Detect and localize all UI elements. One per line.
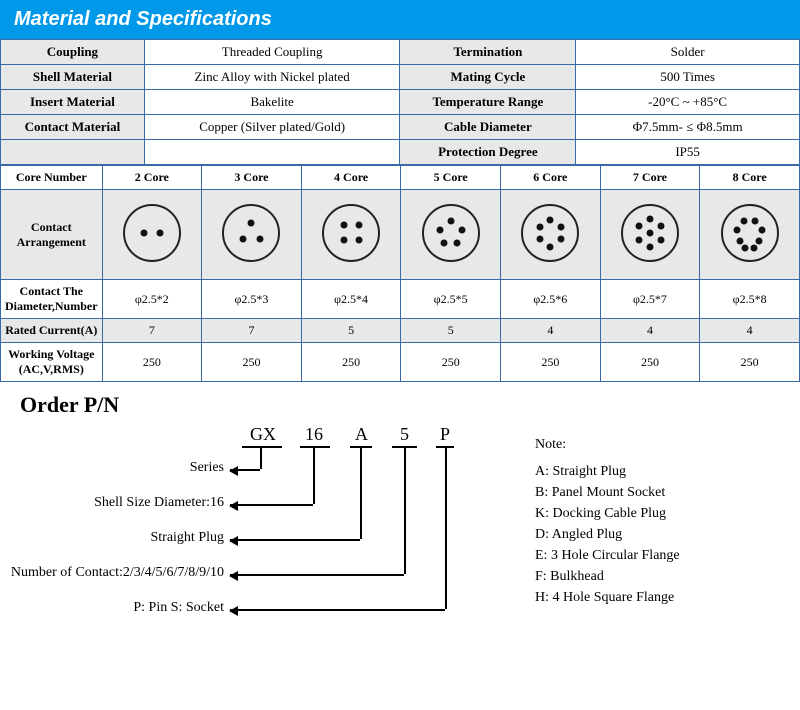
- spec-value: Copper (Silver plated/Gold): [144, 115, 400, 140]
- pn-label: Shell Size Diameter:16: [94, 495, 224, 511]
- note-title: Note:: [535, 434, 786, 455]
- connector-face-icon: [721, 204, 779, 262]
- pn-code-segment: A: [355, 424, 368, 445]
- spec-label: Contact Material: [1, 115, 145, 140]
- spec-value: Zinc Alloy with Nickel plated: [144, 65, 400, 90]
- core-cell: φ2.5*4: [301, 280, 401, 319]
- core-cell: 7: [102, 319, 202, 343]
- core-cell: 4: [700, 319, 800, 343]
- pn-label: P: Pin S: Socket: [133, 600, 224, 616]
- spec-label: Insert Material: [1, 90, 145, 115]
- order-title: Order P/N: [20, 392, 786, 418]
- core-cell: φ2.5*7: [600, 280, 700, 319]
- note-item: K: Docking Cable Plug: [535, 503, 786, 524]
- arrangement-cell: [202, 190, 302, 280]
- core-cell: 4: [600, 319, 700, 343]
- core-column-header: 5 Core: [401, 166, 501, 190]
- note-item: A: Straight Plug: [535, 461, 786, 482]
- connector-face-icon: [621, 204, 679, 262]
- note-item: E: 3 Hole Circular Flange: [535, 545, 786, 566]
- pn-code-segment: GX: [250, 424, 276, 445]
- core-cell: 5: [401, 319, 501, 343]
- spec-value: [144, 140, 400, 165]
- pn-label: Series: [190, 460, 224, 476]
- note-item: F: Bulkhead: [535, 566, 786, 587]
- arrangement-cell: [700, 190, 800, 280]
- spec-label: Temperature Range: [400, 90, 576, 115]
- spec-value: Threaded Coupling: [144, 40, 400, 65]
- core-column-header: 4 Core: [301, 166, 401, 190]
- core-cell: 250: [501, 343, 601, 382]
- connector-face-icon: [222, 204, 280, 262]
- connector-face-icon: [123, 204, 181, 262]
- core-cell: 250: [600, 343, 700, 382]
- arrangement-cell: [301, 190, 401, 280]
- core-cell: 250: [700, 343, 800, 382]
- spec-value: 500 Times: [576, 65, 800, 90]
- notes-column: Note: A: Straight PlugB: Panel Mount Soc…: [520, 424, 786, 608]
- pn-code-segment: P: [440, 424, 450, 445]
- section-header: Material and Specifications: [0, 0, 800, 39]
- arrangement-cell: [501, 190, 601, 280]
- core-column-header: 7 Core: [600, 166, 700, 190]
- spec-label: Cable Diameter: [400, 115, 576, 140]
- core-cell: 250: [301, 343, 401, 382]
- pn-label: Straight Plug: [150, 530, 224, 546]
- core-cell: 7: [202, 319, 302, 343]
- spec-value: IP55: [576, 140, 800, 165]
- spec-value: Solder: [576, 40, 800, 65]
- spec-value: Φ7.5mm- ≤ Φ8.5mm: [576, 115, 800, 140]
- note-item: B: Panel Mount Socket: [535, 482, 786, 503]
- core-cell: φ2.5*8: [700, 280, 800, 319]
- pn-code-segment: 5: [400, 424, 409, 445]
- specs-table: CouplingThreaded CouplingTerminationSold…: [0, 39, 800, 165]
- core-column-header: 3 Core: [202, 166, 302, 190]
- arrangement-cell: [401, 190, 501, 280]
- spec-value: -20°C ~ +85°C: [576, 90, 800, 115]
- core-cell: 4: [501, 319, 601, 343]
- connector-face-icon: [322, 204, 380, 262]
- core-cell: 250: [202, 343, 302, 382]
- core-cell: φ2.5*5: [401, 280, 501, 319]
- arrangement-cell: [600, 190, 700, 280]
- arrangement-cell: [102, 190, 202, 280]
- core-column-header: 2 Core: [102, 166, 202, 190]
- core-header-label: Core Number: [1, 166, 103, 190]
- spec-label: [1, 140, 145, 165]
- arrangement-label: Contact Arrangement: [1, 190, 103, 280]
- core-cell: 5: [301, 319, 401, 343]
- core-cell: φ2.5*3: [202, 280, 302, 319]
- note-item: H: 4 Hole Square Flange: [535, 587, 786, 608]
- note-item: D: Angled Plug: [535, 524, 786, 545]
- spec-value: Bakelite: [144, 90, 400, 115]
- connector-face-icon: [521, 204, 579, 262]
- spec-label: Shell Material: [1, 65, 145, 90]
- spec-label: Termination: [400, 40, 576, 65]
- spec-label: Protection Degree: [400, 140, 576, 165]
- pn-code-segment: 16: [305, 424, 323, 445]
- core-cell: φ2.5*6: [501, 280, 601, 319]
- core-column-header: 6 Core: [501, 166, 601, 190]
- pn-label: Number of Contact:2/3/4/5/6/7/8/9/10: [11, 565, 224, 581]
- connector-face-icon: [422, 204, 480, 262]
- part-number-diagram: GX 16 A 5 P Series Shell Size Diameter:16 Strai…: [20, 424, 520, 654]
- core-cell: 250: [102, 343, 202, 382]
- core-column-header: 8 Core: [700, 166, 800, 190]
- core-cell: φ2.5*2: [102, 280, 202, 319]
- cores-table: Core Number2 Core3 Core4 Core5 Core6 Cor…: [0, 165, 800, 382]
- core-row-label: Working Voltage (AC,V,RMS): [1, 343, 103, 382]
- core-row-label: Contact The Diameter,Number: [1, 280, 103, 319]
- order-section: Order P/N GX 16 A 5 P Series Shell Size Diamet…: [0, 382, 800, 674]
- core-row-label: Rated Current(A): [1, 319, 103, 343]
- spec-label: Coupling: [1, 40, 145, 65]
- core-cell: 250: [401, 343, 501, 382]
- spec-label: Mating Cycle: [400, 65, 576, 90]
